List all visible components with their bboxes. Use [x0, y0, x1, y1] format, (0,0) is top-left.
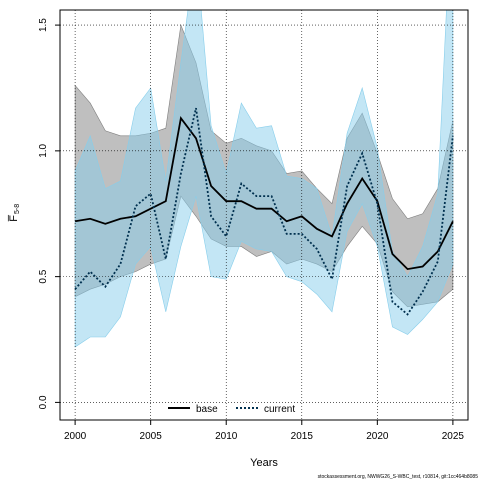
plot-frame: [59, 9, 469, 421]
x-tick-label-2010: 2010: [215, 431, 238, 442]
legend-label-current: current: [264, 404, 295, 415]
x-axis-label: Years: [250, 457, 278, 469]
confidence-bands: [74, 10, 454, 348]
x-tick-label-2000: 2000: [64, 431, 87, 442]
legend: base current: [168, 404, 295, 415]
band-current: [74, 10, 454, 348]
legend-label-base: base: [196, 404, 218, 415]
y-axis-label-subscript: 5-8: [14, 204, 21, 214]
grid-lines: [60, 10, 468, 420]
y-tick-label-0.5: 0.5: [38, 269, 49, 283]
x-tick-label-2005: 2005: [140, 431, 163, 442]
y-axis: 0.0 0.5 1.0 1.5: [38, 18, 60, 409]
x-axis: 2000 2005 2010 2015 2020 2025: [64, 420, 464, 442]
x-tick-label-2015: 2015: [291, 431, 314, 442]
series-line-base: [74, 115, 454, 271]
x-tick-label-2020: 2020: [366, 431, 389, 442]
series-lines: [74, 107, 454, 316]
x-tick-label-2025: 2025: [442, 431, 465, 442]
y-axis-title: F̅ 5-8: [8, 204, 21, 222]
y-tick-label-0: 0.0: [38, 395, 49, 409]
y-tick-label-1.5: 1.5: [38, 18, 49, 32]
series-line-current: [74, 107, 454, 316]
y-tick-label-1: 1.0: [38, 143, 49, 157]
y-axis-label: F̅: [8, 214, 20, 222]
footnote: stockassessment.org, NWWG26_S-WBC_test, …: [318, 474, 479, 480]
